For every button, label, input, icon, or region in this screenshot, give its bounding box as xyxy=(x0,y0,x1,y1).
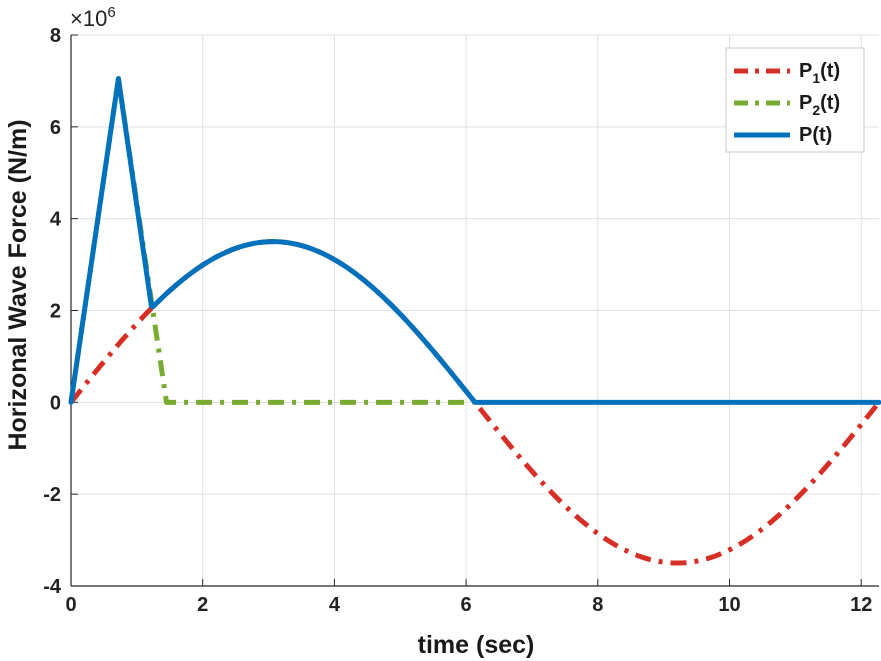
legend: P1(t) P2(t) P(t) xyxy=(725,47,865,153)
y-axis-multiplier: ×106 xyxy=(70,4,116,31)
x-tick-label: 4 xyxy=(329,594,341,616)
y-tick-label: 2 xyxy=(50,301,61,323)
y-tick-label: 0 xyxy=(50,392,61,414)
plot-frame xyxy=(70,34,879,587)
x-tick-label: 8 xyxy=(592,594,603,616)
x-tick-label: 6 xyxy=(461,594,472,616)
y-tick-label: 6 xyxy=(50,117,61,139)
series-line-p xyxy=(68,76,881,405)
x-tick-label: 12 xyxy=(850,594,872,616)
legend-label-p: P(t) xyxy=(799,124,832,146)
y-axis-label: Horizonal Wave Force (N/m) xyxy=(4,119,32,450)
y-tick-label: -2 xyxy=(43,484,61,506)
series-line-p2 xyxy=(68,76,473,405)
y-tick-label: 4 xyxy=(50,209,62,231)
x-tick-label: 0 xyxy=(65,594,76,616)
x-axis-label: time (sec) xyxy=(418,631,535,659)
y-tick-label: 8 xyxy=(50,25,61,47)
x-tick-label: 2 xyxy=(197,594,208,616)
tick-labels: 0 2 4 6 8 10 12 -4 -2 0 2 4 6 8 xyxy=(43,25,872,616)
series-layer xyxy=(68,76,881,566)
y-tick-label: -4 xyxy=(43,576,62,598)
legend-label-p1: P1(t) xyxy=(799,60,840,86)
x-tick-label: 10 xyxy=(718,594,740,616)
legend-label-p2: P2(t) xyxy=(799,92,840,118)
